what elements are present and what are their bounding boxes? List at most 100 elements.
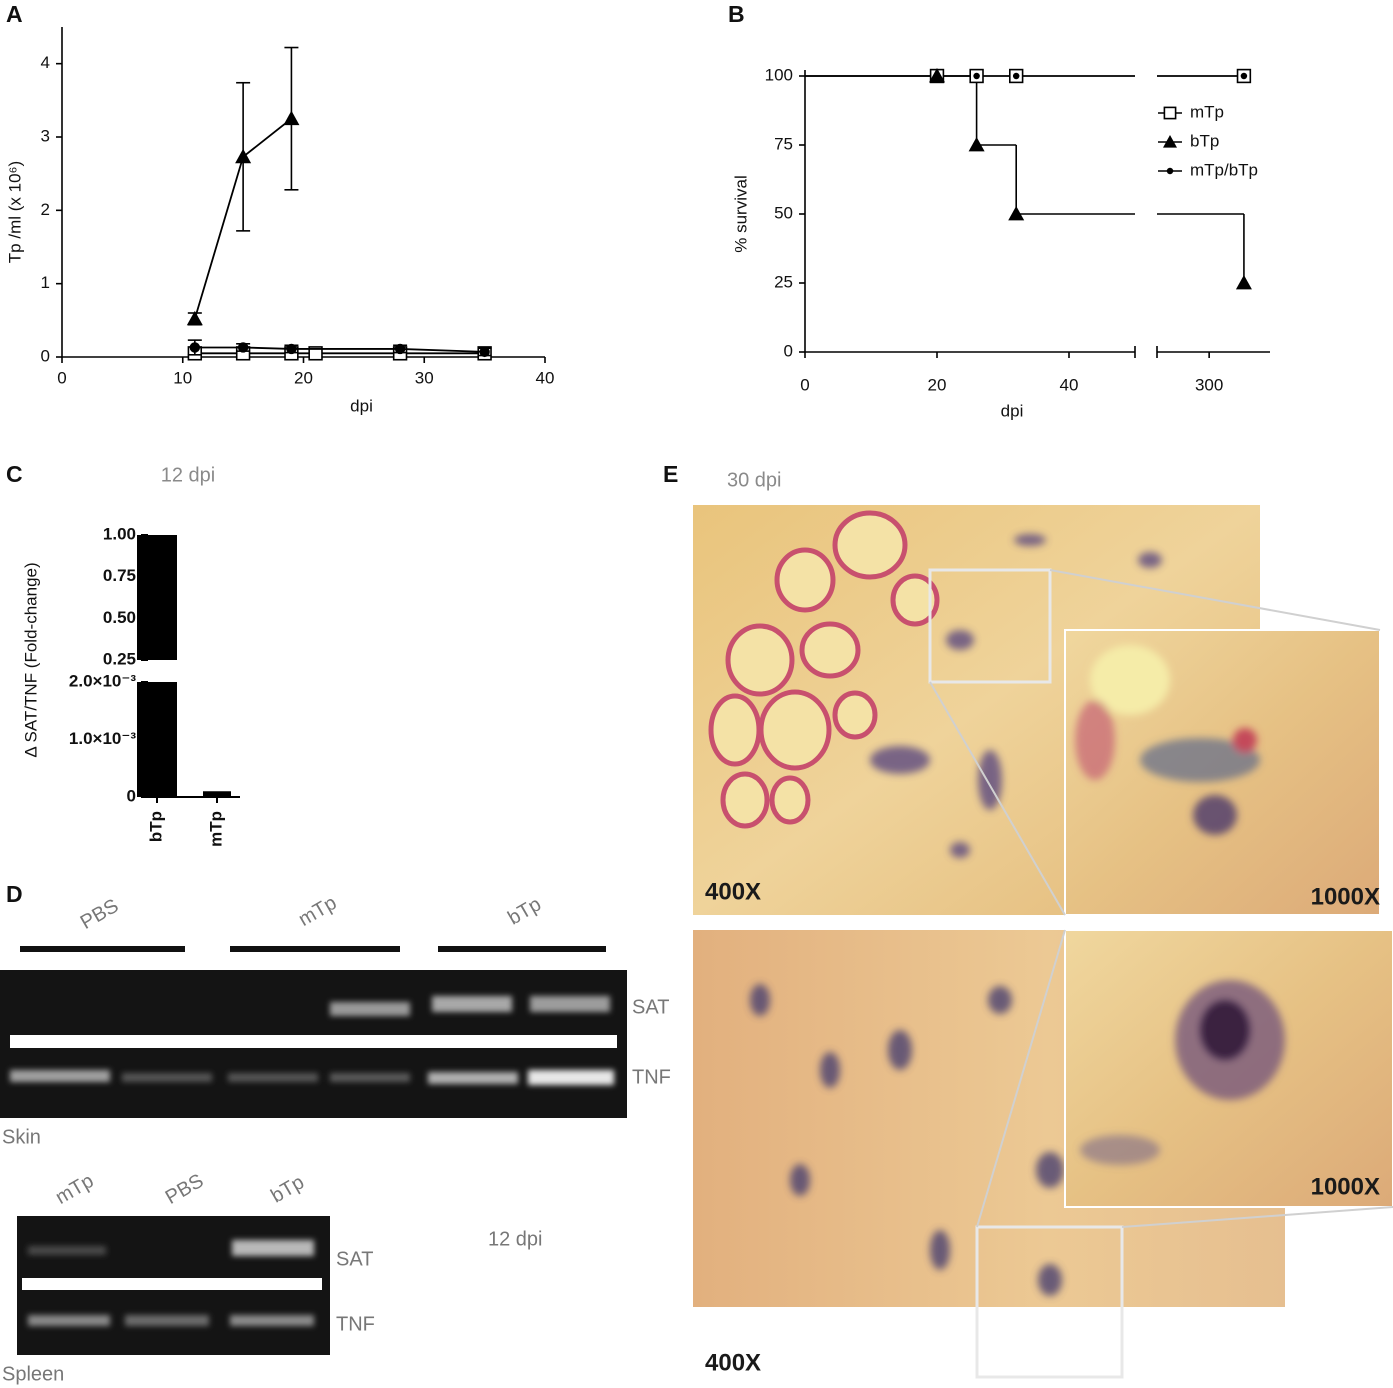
lane-bar xyxy=(20,946,185,952)
x-axis-label: dpi xyxy=(1001,401,1024,420)
y-tick-label: 1 xyxy=(41,273,50,292)
y-tick-label: 0 xyxy=(41,346,50,365)
panel-label: A xyxy=(6,1,23,27)
lane-label: PBS xyxy=(77,895,123,934)
marker xyxy=(1012,72,1020,80)
nuclei xyxy=(750,984,1064,1296)
marker xyxy=(1166,167,1174,175)
bands xyxy=(10,996,614,1085)
y-tick-label: 0 xyxy=(127,786,136,805)
lane-bar xyxy=(438,946,606,952)
zoom-box xyxy=(928,568,1052,684)
lane-label: mTp xyxy=(52,1170,98,1209)
marker xyxy=(1235,275,1252,290)
x-tick-label: bTp xyxy=(146,811,165,842)
y-tick-label: 50 xyxy=(774,203,793,222)
lane-bar xyxy=(230,946,400,952)
magnification: 1000X xyxy=(1311,883,1380,910)
gel-spleen: mTp PBS bTp SAT TNF Spleen 12 dpi xyxy=(2,1170,543,1385)
lane-label: bTp xyxy=(504,893,545,929)
zoom-box xyxy=(975,1225,1124,1379)
y-tick-label: 75 xyxy=(774,134,793,153)
tissue-label: Spleen xyxy=(2,1363,64,1385)
marker xyxy=(308,346,323,361)
marker xyxy=(1163,135,1177,148)
y-tick-label: 2 xyxy=(41,200,50,219)
y-tick-label: 0 xyxy=(784,341,793,360)
x-tick-label: 0 xyxy=(800,375,809,394)
y-tick-label: 1.0×10⁻³ xyxy=(69,729,136,748)
marker xyxy=(968,137,985,152)
row-label: SAT xyxy=(336,1248,373,1270)
fat-cells xyxy=(708,510,940,829)
row-label: TNF xyxy=(632,1066,671,1088)
y-tick-label: 25 xyxy=(774,272,793,291)
bar xyxy=(137,535,177,660)
panel-label: C xyxy=(6,461,23,487)
x-tick-label: 30 xyxy=(415,368,434,387)
bands xyxy=(28,1240,314,1326)
y-axis-label: % survival xyxy=(731,175,750,252)
annotation: 12 dpi xyxy=(488,1228,543,1250)
marker xyxy=(189,342,201,353)
y-tick-label: 4 xyxy=(41,53,50,72)
y-tick-label: 2.0×10⁻³ xyxy=(69,671,136,690)
marker xyxy=(479,346,490,358)
marker xyxy=(394,343,406,355)
x-axis-label: dpi xyxy=(350,396,373,415)
x-tick-label: 0 xyxy=(57,368,66,387)
bar xyxy=(203,791,231,797)
zoom-lines xyxy=(929,569,1393,1228)
gel-divider xyxy=(22,1278,322,1290)
marker xyxy=(1008,206,1025,221)
y-tick-label: 1.00 xyxy=(103,524,136,543)
magnification: 400X xyxy=(705,1349,761,1376)
lane-label: bTp xyxy=(267,1171,308,1207)
x-tick-label: 20 xyxy=(294,368,313,387)
annotation: 12 dpi xyxy=(161,464,216,486)
marker xyxy=(286,343,297,355)
x-tick-label: 10 xyxy=(173,368,192,387)
lane-label: PBS xyxy=(162,1170,208,1209)
marker xyxy=(237,342,249,353)
marker xyxy=(929,68,945,83)
magnification: 1000X xyxy=(1311,1173,1380,1200)
legend-label: mTp/bTp xyxy=(1190,160,1258,179)
annotation: 30 dpi xyxy=(727,469,782,491)
y-tick-label: 100 xyxy=(765,65,793,84)
marker xyxy=(973,72,980,80)
y-tick-label: 3 xyxy=(41,126,50,145)
legend-label: mTp xyxy=(1190,102,1224,121)
magnification: 400X xyxy=(705,878,761,905)
marker xyxy=(283,110,300,126)
y-tick-label: 0.75 xyxy=(103,566,136,585)
gel-skin: PBS mTp bTp SAT TNF Skin xyxy=(0,892,671,1148)
tissue-label: Skin xyxy=(2,1126,41,1148)
x-tick-label: 300 xyxy=(1195,375,1223,394)
inset-detail xyxy=(1075,645,1260,835)
row-label: TNF xyxy=(336,1313,375,1335)
panel-label: B xyxy=(728,1,745,27)
legend-label: bTp xyxy=(1190,131,1219,150)
marker xyxy=(1240,72,1248,80)
y-tick-label: 0.50 xyxy=(103,608,136,627)
bar xyxy=(137,682,177,797)
marker xyxy=(235,148,252,164)
x-tick-label: mTp xyxy=(206,811,225,847)
panel-label: D xyxy=(6,881,23,907)
marker xyxy=(1163,106,1177,120)
y-axis-label: Tp /ml (x 10⁶) xyxy=(5,161,24,263)
panel-label: E xyxy=(663,461,678,487)
row-label: SAT xyxy=(632,996,669,1018)
inset-detail xyxy=(1080,980,1285,1165)
y-axis-label: Δ SAT/TNF (Fold-change) xyxy=(21,562,40,757)
marker xyxy=(186,310,203,326)
histology: 30 dpi xyxy=(693,469,1393,1379)
x-tick-label: 40 xyxy=(536,368,555,387)
y-tick-label: 0.25 xyxy=(103,649,136,668)
x-tick-label: 20 xyxy=(928,375,947,394)
x-tick-label: 40 xyxy=(1060,375,1079,394)
gel-divider xyxy=(10,1035,617,1048)
lane-label: mTp xyxy=(295,892,341,931)
